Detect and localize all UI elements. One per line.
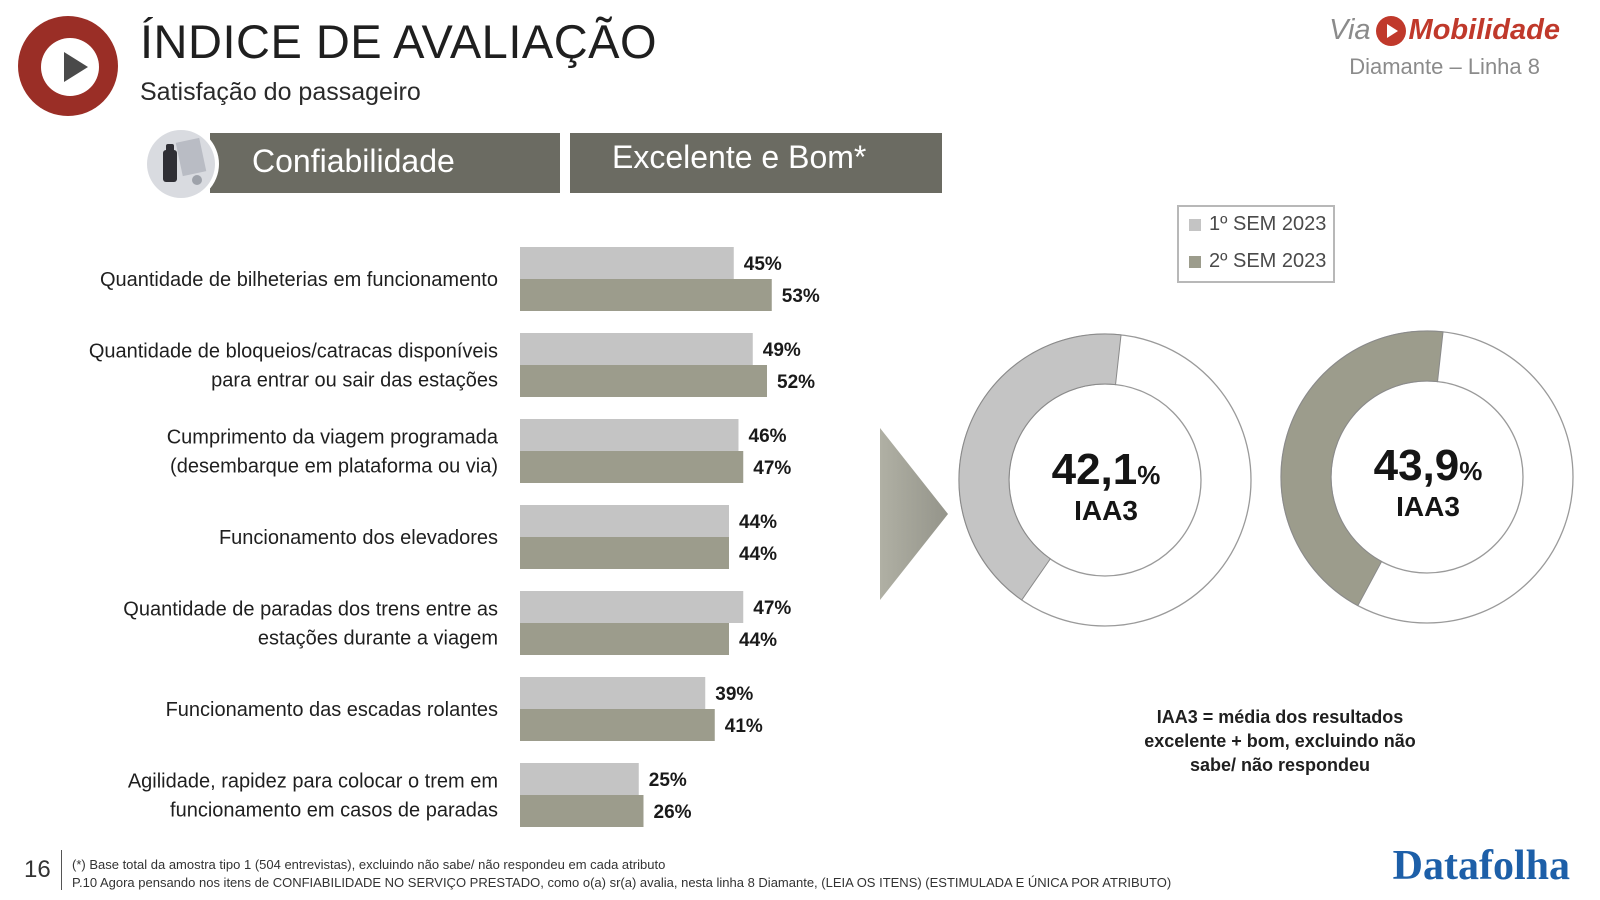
line-name: Diamante – Linha 8 — [1349, 54, 1540, 79]
category-label: funcionamento em casos de paradas — [170, 800, 498, 822]
brand-via-text: Via — [1329, 14, 1371, 46]
footnote-base: (*) Base total da amostra tipo 1 (504 en… — [72, 857, 666, 872]
donut-1-value: 42,1% — [1016, 445, 1196, 495]
category-label: para entrar ou sair das estações — [211, 370, 498, 392]
bar-value-label: 52% — [777, 372, 815, 393]
metric-banner: Excelente e Bom* — [570, 133, 942, 193]
donut-2-value-unit: % — [1459, 456, 1483, 486]
bar-sem1 — [520, 505, 729, 537]
bar-sem1 — [520, 333, 753, 365]
category-label: Agilidade, rapidez para colocar o trem e… — [128, 771, 498, 793]
bar-sem2 — [520, 537, 729, 569]
legend-item: 1º SEM 2023 — [1189, 213, 1326, 236]
legend-label: 2º SEM 2023 — [1209, 250, 1327, 272]
category-label: Funcionamento dos elevadores — [219, 527, 498, 549]
page-subtitle: Satisfação do passageiro — [140, 78, 421, 106]
bar-value-label: 49% — [763, 340, 801, 361]
donut-2-center: 43,9% IAA3 — [1338, 441, 1518, 523]
bar-sem1 — [520, 763, 639, 795]
donut-1-center: 42,1% IAA3 — [1016, 445, 1196, 527]
category-label: Cumprimento da viagem programada — [167, 427, 499, 449]
bar-value-label: 45% — [744, 254, 782, 275]
bar-value-label: 47% — [753, 598, 791, 619]
donut-charts — [958, 330, 1574, 627]
page-number: 16 — [24, 856, 51, 883]
bar-value-label: 26% — [654, 802, 692, 823]
bar-chart: Quantidade de bilheterias em funcionamen… — [89, 247, 820, 827]
category-label: Quantidade de paradas dos trens entre as — [123, 599, 498, 621]
donut-1-segment — [958, 333, 1122, 601]
donut-2-value-number: 43,9 — [1373, 441, 1460, 490]
category-label: Quantidade de bloqueios/catracas disponí… — [89, 341, 498, 363]
bar-sem2 — [520, 279, 772, 311]
bar-value-label: 44% — [739, 630, 777, 651]
legend-swatch — [1189, 255, 1201, 268]
bar-value-label: 44% — [739, 544, 777, 565]
bar-value-label: 47% — [753, 458, 791, 479]
section-title: Confiabilidade — [252, 143, 455, 179]
iaa3-note: IAA3 = média dos resultados excelente + … — [1144, 707, 1416, 775]
legend-item: 2º SEM 2023 — [1189, 250, 1326, 273]
category-label: Quantidade de bilheterias em funcionamen… — [100, 269, 498, 291]
arrow-right-icon — [880, 428, 948, 600]
donut-1-label: IAA3 — [1074, 495, 1138, 526]
legend-swatch — [1189, 218, 1201, 231]
donut-2-segment — [1280, 330, 1444, 607]
bar-sem1 — [520, 247, 734, 279]
section-banner: Confiabilidade — [210, 133, 560, 193]
bar-sem1 — [520, 419, 739, 451]
metric-title: Excelente e Bom* — [612, 139, 867, 175]
bar-value-label: 41% — [725, 716, 763, 737]
brand-mobilidade-text: Mobilidade — [1408, 14, 1560, 46]
donut-1-value-number: 42,1 — [1051, 445, 1138, 494]
bar-sem2 — [520, 365, 767, 397]
reliability-icon — [143, 128, 219, 200]
presentation-logo-icon — [18, 16, 118, 116]
bar-sem1 — [520, 591, 744, 623]
bar-value-label: 39% — [715, 684, 753, 705]
bar-value-label: 46% — [749, 426, 787, 447]
bar-value-label: 25% — [649, 770, 687, 791]
footnote-question: P.10 Agora pensando nos itens de CONFIAB… — [72, 875, 1172, 890]
category-label: (desembarque em plataforma ou via) — [170, 456, 498, 478]
category-label: estações durante a viagem — [258, 628, 498, 650]
bar-sem2 — [520, 451, 744, 483]
bar-sem2 — [520, 795, 644, 827]
category-label: Funcionamento das escadas rolantes — [166, 699, 498, 721]
bar-value-label: 44% — [739, 512, 777, 533]
legend-label: 1º SEM 2023 — [1209, 213, 1327, 235]
donut-2-label: IAA3 — [1396, 491, 1460, 522]
donut-1-value-unit: % — [1137, 460, 1161, 490]
donut-2-value: 43,9% — [1338, 441, 1518, 491]
chart-legend: 1º SEM 2023 2º SEM 2023 — [1177, 205, 1335, 283]
datafolha-logo: Datafolha — [1392, 843, 1570, 889]
bar-sem1 — [520, 677, 706, 709]
brand-play-icon — [1375, 15, 1406, 46]
bar-sem2 — [520, 623, 729, 655]
bar-value-label: 53% — [782, 286, 820, 307]
footer-divider — [61, 850, 62, 890]
page-title: ÍNDICE DE AVALIAÇÃO — [140, 15, 658, 68]
brand-logo: Via Mobilidade — [1329, 14, 1560, 47]
bar-sem2 — [520, 709, 715, 741]
